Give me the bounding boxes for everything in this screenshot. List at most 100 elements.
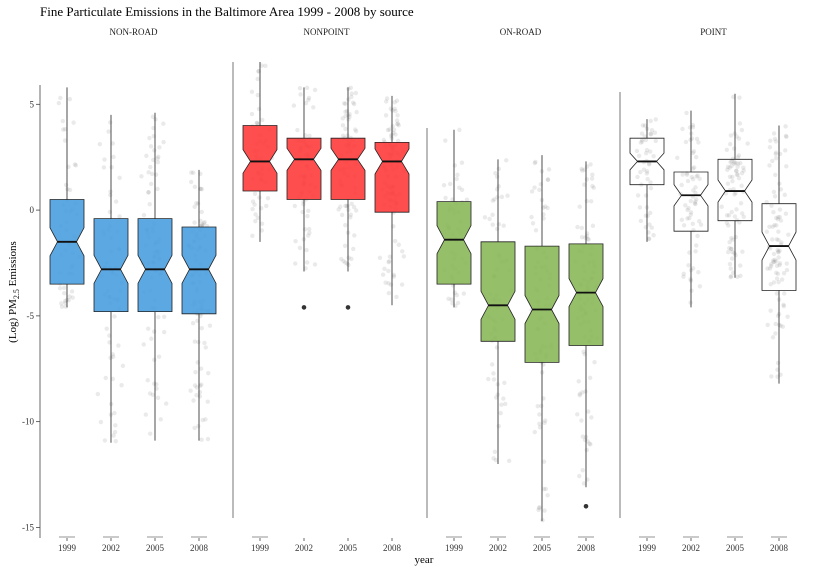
x-tick-label: 2002 [682,543,700,553]
jitter-point [646,236,651,242]
jitter-point [640,123,646,128]
jitter-point [493,171,498,176]
facet-strip-label: NON-ROAD [110,27,158,37]
jitter-point [583,235,588,240]
jitter-point [67,96,73,102]
jitter-point [725,181,731,186]
jitter-point [344,108,350,114]
jitter-point [727,240,732,245]
jitter-point [783,133,789,139]
jitter-point [697,219,702,224]
jitter-point [311,105,316,110]
jitter-point [387,127,392,132]
jitter-point [651,232,656,238]
jitter-point [198,218,203,224]
jitter-point [644,171,650,176]
jitter-point [384,96,390,101]
jitter-point [777,207,783,212]
jitter-point [345,261,350,266]
jitter-point [354,109,359,115]
jitter-point [737,220,742,225]
box [480,158,516,538]
jitter-point [730,156,736,162]
jitter-point [250,199,256,204]
jitter-point [777,214,782,220]
jitter-point [780,324,786,329]
jitter-point [107,209,113,215]
jitter-point [443,195,448,201]
jitter-point [494,345,500,350]
jitter-point [731,146,737,151]
jitter-point [771,280,777,285]
jitter-point [259,228,265,233]
box-body [93,218,129,313]
jitter-point [156,314,161,320]
jitter-point [117,175,122,180]
jitter-point [738,263,743,268]
jitter-point [776,250,781,255]
jitter-point [110,352,115,357]
jitter-point [726,223,731,228]
jitter-point [383,280,388,285]
chart-title: Fine Particulate Emissions in the Baltim… [40,4,414,19]
jitter-point [63,182,69,188]
jitter-point [151,329,157,334]
svg-text:(Log) PM2.5 Emissions: (Log) PM2.5 Emissions [7,241,21,343]
jitter-point [151,125,156,131]
jitter-point [777,248,782,253]
jitter-point [773,215,779,221]
jitter-point [112,314,117,319]
jitter-point [642,134,647,139]
jitter-point [545,493,550,498]
jitter-point [502,380,507,386]
jitter-point [301,202,306,207]
jitter-point [696,140,701,145]
jitter-point [60,118,66,124]
jitter-point [494,226,500,232]
jitter-point [353,127,358,132]
jitter-point [536,505,542,511]
jitter-point [464,197,470,202]
jitter-point [301,199,306,204]
jitter-point [338,204,343,209]
jitter-point [393,108,398,114]
jitter-point [392,238,398,244]
jitter-point [200,222,205,227]
jitter-point [725,164,731,170]
jitter-point [776,214,781,220]
jitter-point [394,98,400,103]
jitter-point [740,211,745,216]
jitter-point [249,111,255,117]
jitter-point [685,178,691,184]
jitter-point [651,153,656,159]
jitter-point [255,76,260,82]
jitter-point [580,468,585,473]
jitter-point [775,367,780,372]
jitter-point [689,288,694,293]
jitter-point [774,291,780,296]
jitter-point [192,184,198,189]
jitter-point [461,291,467,296]
jitter-point [343,126,348,132]
jitter-point [499,402,504,407]
jitter-point [637,205,643,210]
jitter-point [586,237,591,242]
jitter-point [530,221,536,226]
jitter-point [782,192,787,198]
jitter-point [351,204,357,210]
jitter-point [648,185,654,191]
jitter-point [768,282,773,287]
jitter-point [349,201,354,207]
outlier-point [301,305,307,310]
jitter-point [263,63,268,69]
jitter-point [104,326,109,331]
jitter-point [537,421,542,427]
box-body [629,137,665,186]
jitter-point [307,230,312,236]
jitter-point [685,207,690,213]
jitter-point [396,242,402,247]
jitter-point [732,214,738,219]
jitter-point [533,159,538,165]
jitter-point [195,201,201,206]
jitter-point [590,223,596,229]
